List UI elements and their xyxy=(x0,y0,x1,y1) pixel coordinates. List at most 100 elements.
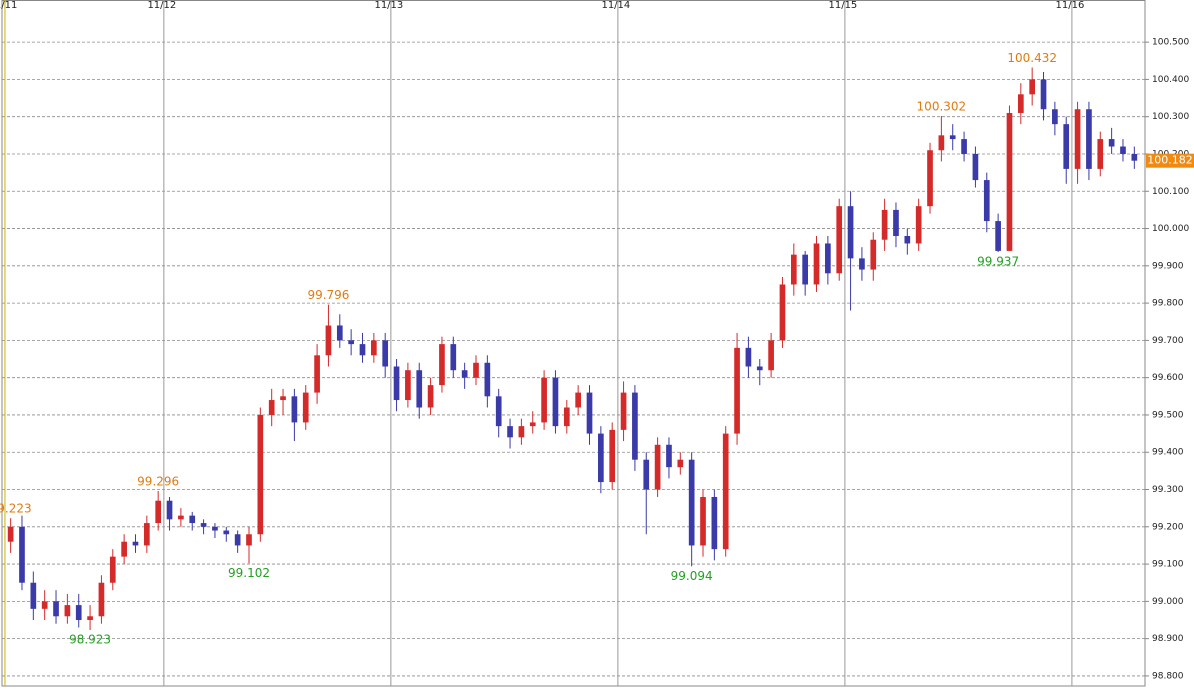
candle-body xyxy=(847,206,854,259)
candle-body xyxy=(223,530,230,535)
x-tick-label: 11/11 xyxy=(0,0,17,11)
candle-body xyxy=(325,325,332,356)
candle-body xyxy=(41,601,48,609)
candle-body xyxy=(598,433,604,483)
plot-frame xyxy=(1,0,1146,687)
x-tick-label: 11/15 xyxy=(828,0,857,11)
candle-body xyxy=(688,459,695,546)
y-tick-label: 99.700 xyxy=(1152,336,1184,346)
extreme-label: 98.923 xyxy=(69,633,111,647)
candle-body xyxy=(983,180,990,222)
candle-body xyxy=(711,496,718,550)
candle-body xyxy=(790,254,797,285)
candle-body xyxy=(779,284,786,341)
candle-body xyxy=(246,534,252,546)
candle-body xyxy=(1120,146,1126,154)
candle-body xyxy=(268,400,275,415)
x-tick-label: 11/16 xyxy=(1055,0,1084,11)
candle-body xyxy=(915,206,922,244)
last-price-box xyxy=(1146,153,1194,168)
candle-body xyxy=(802,254,809,285)
candle-body xyxy=(722,433,729,550)
extreme-label: 99.937 xyxy=(977,255,1019,269)
candle-body xyxy=(336,325,343,341)
candle-body xyxy=(348,340,354,345)
candle-body xyxy=(64,605,71,617)
candle-body xyxy=(620,392,627,430)
candle-body xyxy=(575,392,581,408)
candle-body xyxy=(609,429,616,483)
extreme-label: 99.223 xyxy=(0,502,32,516)
candle-body xyxy=(756,366,763,371)
candle-body xyxy=(359,344,366,356)
candle-body xyxy=(450,344,457,371)
candle-body xyxy=(200,523,207,527)
y-tick-label: 98.900 xyxy=(1152,634,1184,644)
candle-body xyxy=(870,239,877,270)
candle-body xyxy=(212,526,218,531)
y-tick-label: 99.600 xyxy=(1152,373,1184,383)
candle-body xyxy=(995,221,1001,251)
x-tick-label: 11/12 xyxy=(147,0,176,11)
candle-body xyxy=(961,139,967,154)
y-tick-label: 99.500 xyxy=(1152,410,1184,420)
candle-body xyxy=(859,258,865,270)
candle-body xyxy=(1097,139,1104,169)
extreme-label: 99.102 xyxy=(228,566,270,580)
candle-body xyxy=(495,396,502,427)
candle-body xyxy=(234,534,241,546)
candle-body xyxy=(280,396,286,401)
candle-body xyxy=(19,526,25,583)
y-tick-label: 100.100 xyxy=(1152,187,1189,197)
candle-body xyxy=(677,459,684,468)
extreme-label: 99.094 xyxy=(671,569,713,583)
y-tick-label: 100.500 xyxy=(1152,38,1189,48)
candle-body xyxy=(1063,124,1070,169)
candle-body xyxy=(393,366,400,401)
candle-body xyxy=(143,523,150,546)
candle-body xyxy=(563,407,570,427)
candle-body xyxy=(813,243,820,285)
candle-body xyxy=(881,209,888,240)
candle-body xyxy=(1131,153,1138,161)
x-tick-label: 11/13 xyxy=(374,0,403,11)
y-tick-label: 99.200 xyxy=(1152,522,1184,532)
x-tick-label: 11/14 xyxy=(601,0,630,11)
candle-body xyxy=(382,340,389,367)
candle-body xyxy=(1086,109,1092,169)
extreme-label: 100.432 xyxy=(1007,51,1057,65)
candle-body xyxy=(178,515,184,520)
candle-body xyxy=(745,347,752,367)
candle-body xyxy=(132,541,139,546)
candle-body xyxy=(893,209,899,236)
candle-body xyxy=(291,396,298,423)
candle-body xyxy=(541,377,547,423)
candle-body xyxy=(473,362,479,378)
candle-body xyxy=(1006,112,1013,251)
extreme-label: 100.302 xyxy=(917,99,967,113)
candle-body xyxy=(586,392,593,434)
y-tick-label: 100.400 xyxy=(1152,75,1189,85)
candle-body xyxy=(189,515,196,524)
candle-body xyxy=(768,340,774,371)
y-tick-label: 99.100 xyxy=(1152,560,1184,570)
candle-body xyxy=(904,235,911,244)
candle-body xyxy=(87,616,93,621)
candle-body xyxy=(257,414,264,535)
candle-body xyxy=(30,582,37,609)
candle-body xyxy=(121,541,127,557)
candle-body xyxy=(666,444,672,468)
candle-body xyxy=(302,392,309,423)
candle-body xyxy=(927,150,933,207)
candle-body xyxy=(1108,139,1115,147)
candle-body xyxy=(461,370,468,378)
candle-body xyxy=(700,496,706,546)
y-tick-label: 100.000 xyxy=(1152,224,1189,234)
extreme-label: 99.796 xyxy=(307,288,349,302)
candle-body xyxy=(416,370,423,408)
y-tick-label: 99.000 xyxy=(1152,597,1184,607)
candle-body xyxy=(643,459,650,490)
candle-body xyxy=(1040,79,1047,110)
candle-body xyxy=(371,340,377,356)
